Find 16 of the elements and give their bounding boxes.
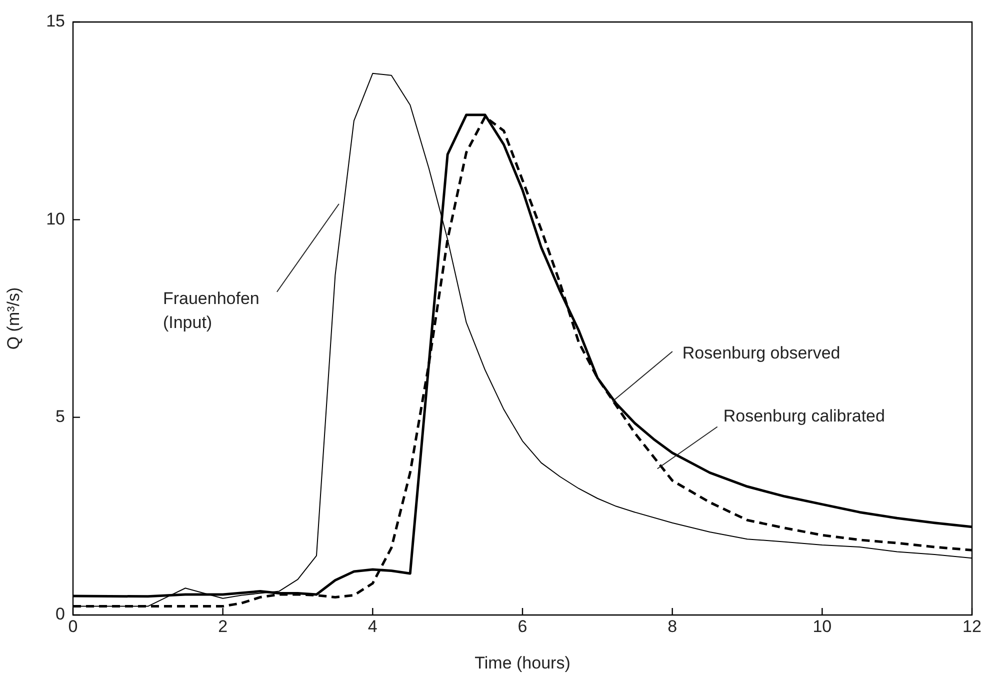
y-tick-label: 5 [56,407,65,426]
x-tick-label: 6 [518,616,528,636]
x-tick-label: 4 [368,616,378,636]
annotation: Rosenburg calibrated [723,406,885,426]
y-axis-title: Q (m³/s) [4,287,23,350]
y-tick-label: 0 [56,604,65,624]
x-tick-label: 0 [68,616,78,636]
x-tick-label: 10 [812,616,832,636]
y-tick-label: 15 [46,12,65,31]
x-tick-label: 12 [962,616,982,636]
annotation: Frauenhofen (Input) [162,288,260,332]
y-tick-label: 10 [46,209,65,228]
x-tick-label: 8 [668,616,678,636]
x-axis-title: Time (hours) [474,653,570,672]
annotation: Rosenburg observed [682,344,840,363]
x-tick-label: 2 [218,616,228,636]
